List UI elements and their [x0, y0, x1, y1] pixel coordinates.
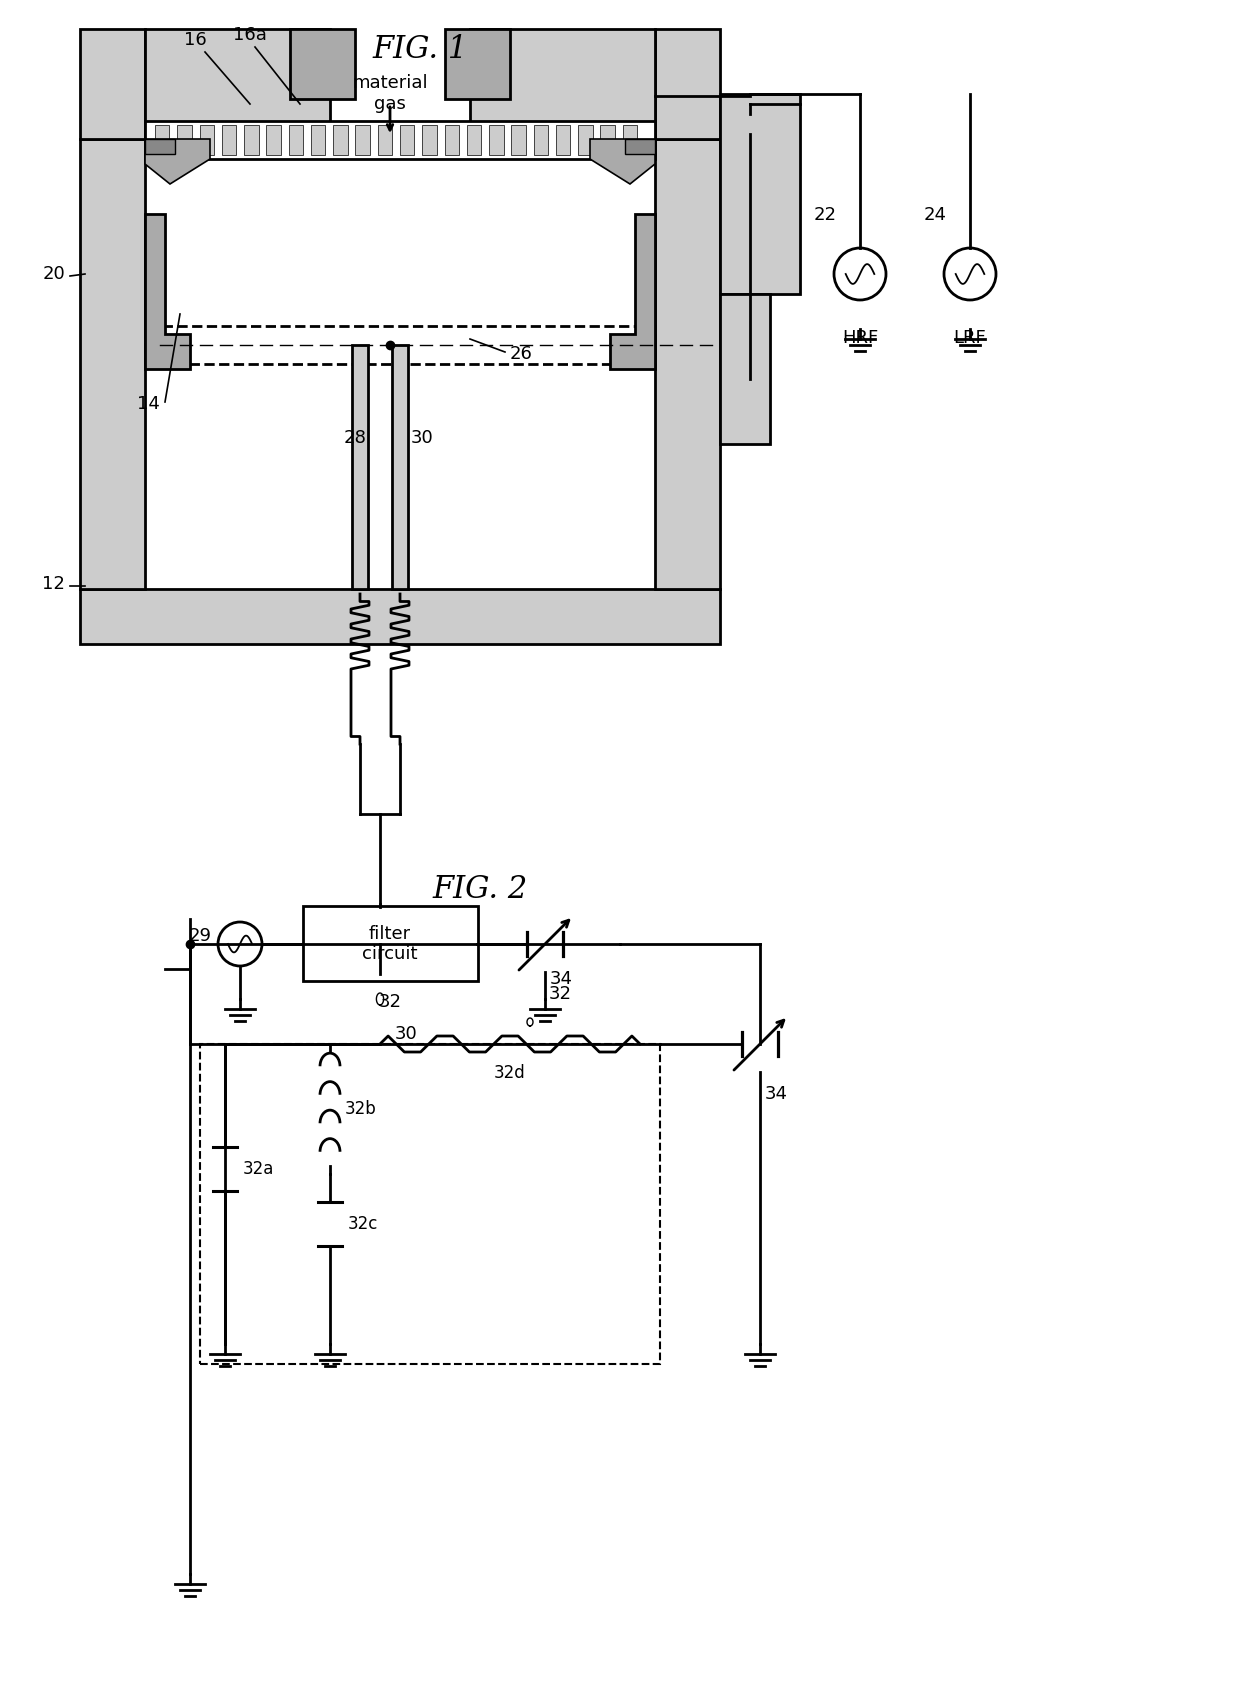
Bar	[334, 125, 347, 154]
Bar	[311, 125, 325, 154]
Text: 30: 30	[410, 429, 433, 447]
Bar	[445, 125, 459, 154]
Bar	[267, 125, 280, 154]
Bar	[466, 125, 481, 154]
Text: FIG. 2: FIG. 2	[433, 874, 528, 905]
Bar	[81, 139, 145, 590]
Text: 20: 20	[42, 264, 64, 283]
Polygon shape	[145, 213, 190, 369]
Bar	[200, 125, 215, 154]
Text: 32d: 32d	[494, 1064, 526, 1082]
Bar	[81, 590, 720, 644]
Text: 32: 32	[548, 984, 572, 1003]
Text: 12: 12	[42, 574, 64, 593]
Bar	[200, 1044, 660, 1364]
Bar	[289, 125, 303, 154]
Bar	[470, 29, 655, 154]
Text: 32: 32	[378, 993, 402, 1011]
Text: 16: 16	[184, 30, 206, 49]
Bar	[155, 125, 170, 154]
Bar	[401, 125, 414, 154]
Bar	[511, 125, 526, 154]
Text: HRF: HRF	[842, 329, 878, 347]
Text: LRF: LRF	[954, 329, 986, 347]
Text: 24: 24	[924, 207, 946, 224]
Polygon shape	[145, 139, 210, 185]
Bar	[655, 139, 720, 590]
Bar	[720, 295, 770, 444]
Text: 30: 30	[396, 1025, 418, 1044]
Text: 26: 26	[510, 346, 533, 363]
Bar	[81, 29, 145, 139]
Polygon shape	[590, 139, 655, 185]
Bar	[600, 125, 615, 154]
Bar	[222, 125, 237, 154]
Bar	[145, 120, 655, 159]
Bar	[622, 125, 637, 154]
Text: 29: 29	[188, 927, 212, 945]
Bar	[290, 29, 355, 98]
Text: 22: 22	[813, 207, 837, 224]
Bar	[489, 125, 503, 154]
Bar	[352, 346, 368, 590]
Text: 32b: 32b	[345, 1099, 377, 1118]
Text: 28: 28	[343, 429, 367, 447]
Bar	[423, 125, 436, 154]
Bar	[145, 139, 175, 154]
Text: material
gas: material gas	[352, 75, 428, 113]
Bar	[145, 325, 655, 364]
Bar	[303, 906, 477, 981]
Bar	[720, 93, 800, 295]
Bar	[625, 139, 655, 154]
Text: FIG. 1: FIG. 1	[372, 34, 467, 64]
Bar	[556, 125, 570, 154]
Text: 34: 34	[551, 971, 573, 988]
Text: 16a: 16a	[233, 25, 267, 44]
Bar	[177, 125, 192, 154]
Bar	[145, 29, 330, 154]
Bar	[356, 125, 370, 154]
Bar	[578, 125, 593, 154]
Text: 14: 14	[138, 395, 160, 413]
Bar	[655, 29, 720, 139]
Bar	[378, 125, 392, 154]
Text: 32c: 32c	[348, 1215, 378, 1233]
Text: 34: 34	[765, 1084, 787, 1103]
Bar	[445, 29, 510, 98]
Bar	[533, 125, 548, 154]
Polygon shape	[610, 213, 655, 369]
Bar	[392, 346, 408, 590]
Text: filter
circuit: filter circuit	[362, 925, 418, 964]
Bar	[244, 125, 259, 154]
Text: 32a: 32a	[243, 1160, 274, 1177]
